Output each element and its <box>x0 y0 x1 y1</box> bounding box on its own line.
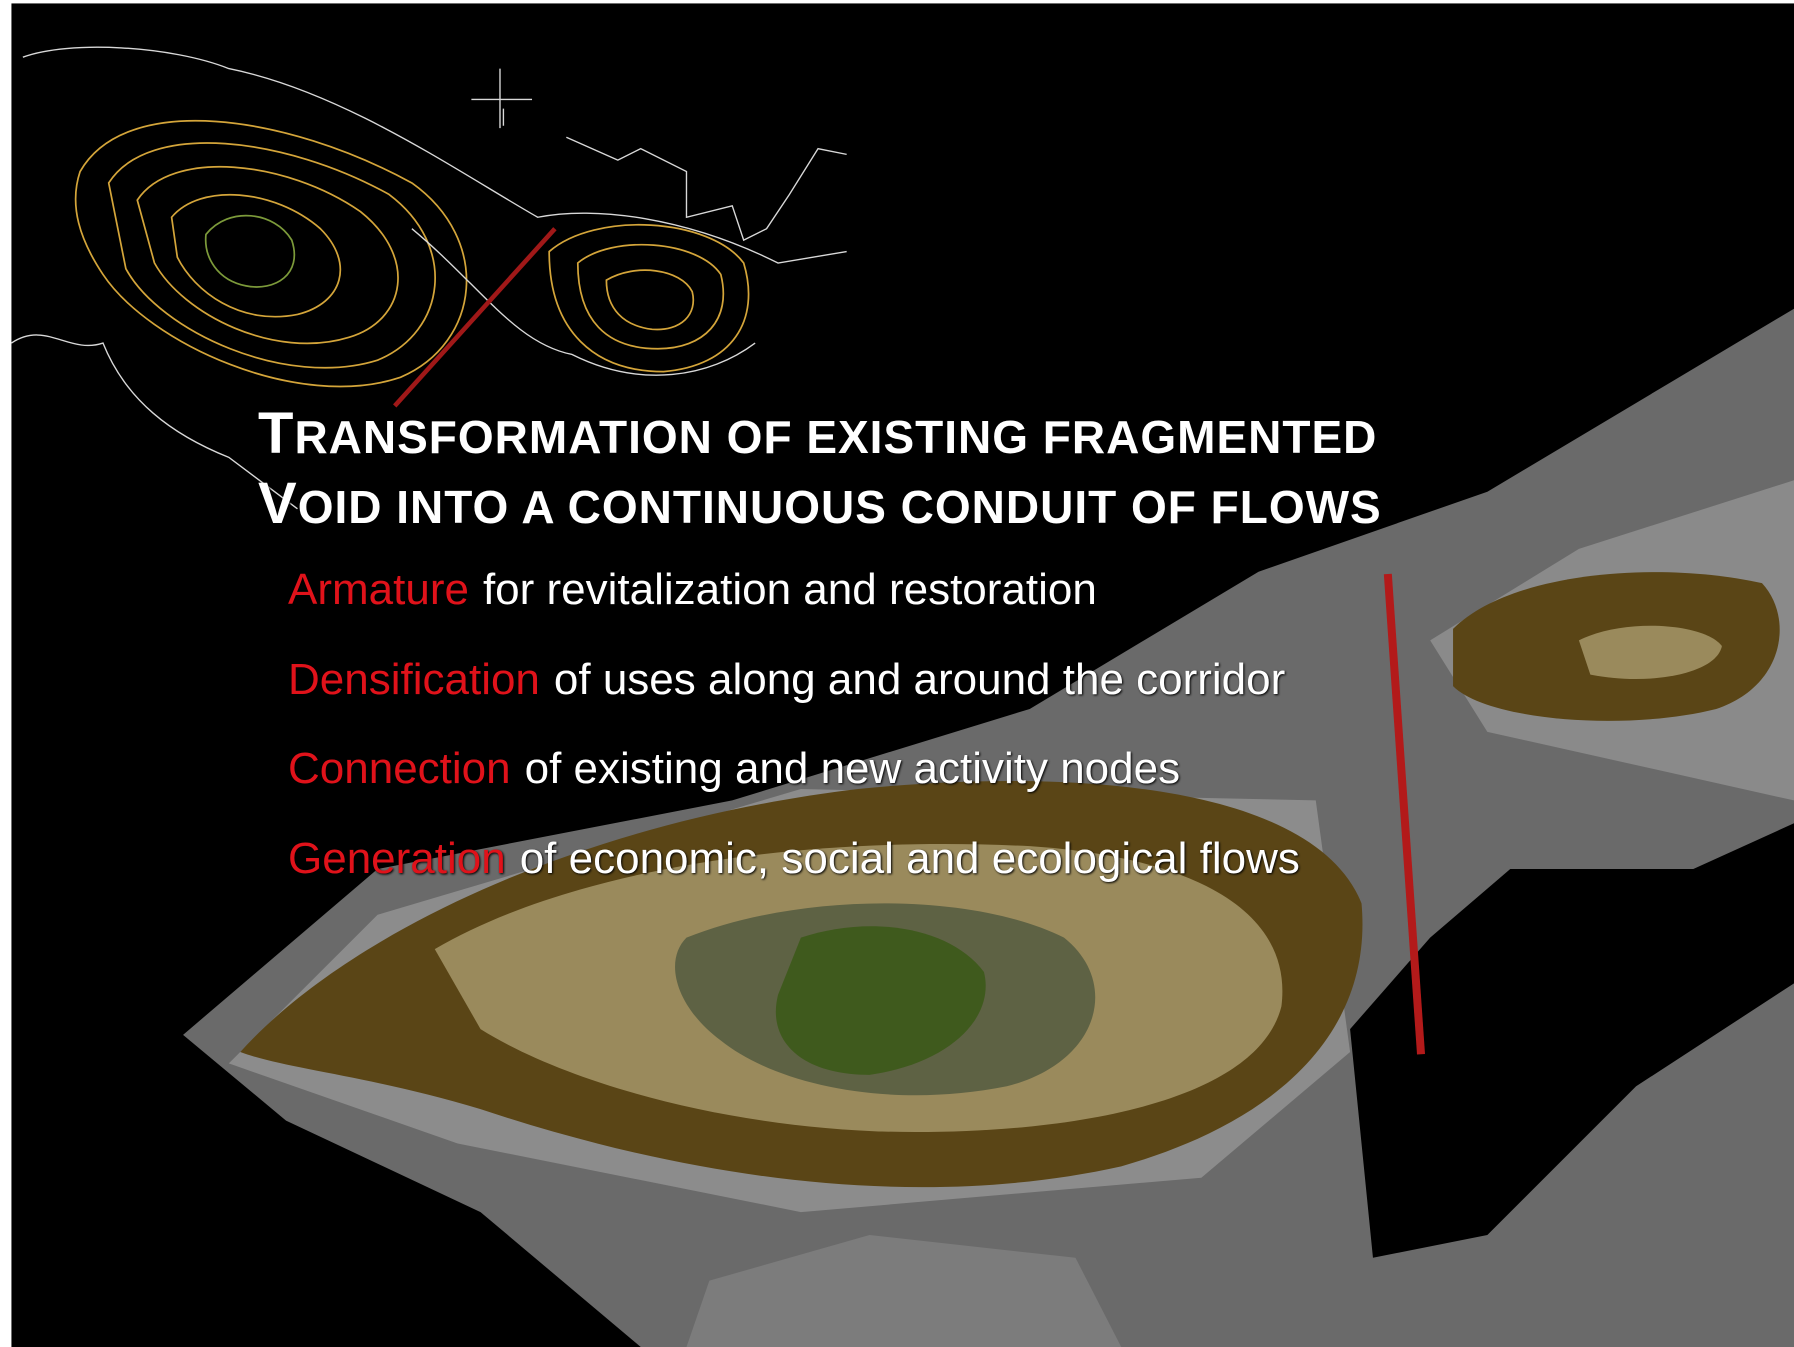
bullet-text: of existing and new activity nodes <box>525 744 1181 793</box>
bullet: Generation of economic, social and ecolog… <box>288 834 1300 884</box>
bullet: Connection of existing and new activity n… <box>288 744 1180 794</box>
title-line: TRANSFORMATION OF EXISTING FRAGMENTED <box>258 400 1377 467</box>
bullet-keyword: Connection <box>288 744 511 793</box>
bullet-keyword: Armature <box>288 565 469 614</box>
bullet-text: for revitalization and restoration <box>483 565 1097 614</box>
title-line: VOID INTO A CONTINUOUS CONDUIT OF FLOWS <box>258 470 1382 537</box>
bullet-text: of uses along and around the corridor <box>554 655 1285 704</box>
bullet-keyword: Generation <box>288 834 506 883</box>
bullet-text: of economic, social and ecological flows <box>520 834 1300 883</box>
bullet-keyword: Densification <box>288 655 540 704</box>
bullet: Densification of uses along and around th… <box>288 655 1285 705</box>
bullet: Armature for revitalization and restorati… <box>288 565 1097 615</box>
slide: TRANSFORMATION OF EXISTING FRAGMENTED VO… <box>0 0 1794 1347</box>
